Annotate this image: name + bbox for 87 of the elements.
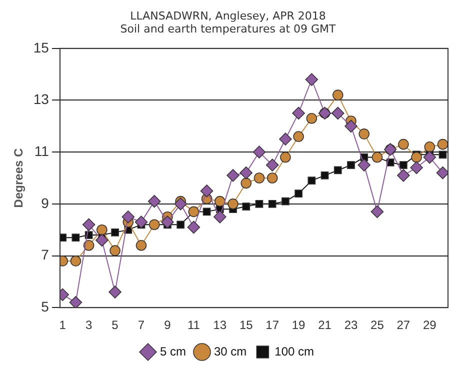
- point: [108, 286, 122, 298]
- point: [110, 245, 120, 256]
- point: [411, 152, 422, 163]
- point: [266, 158, 279, 172]
- point: [214, 210, 226, 224]
- point: [266, 172, 278, 184]
- point: [306, 112, 318, 124]
- legend-label: 30 cm: [214, 344, 247, 358]
- point: [438, 150, 447, 159]
- point: [436, 166, 448, 180]
- point: [398, 138, 409, 150]
- x-tick-label: 25: [370, 318, 384, 332]
- point: [320, 171, 329, 180]
- point: [148, 194, 161, 208]
- point: [293, 131, 304, 142]
- point: [334, 166, 342, 174]
- point: [292, 106, 305, 120]
- chart-title: LLANSADWRN, Anglesey, APR 2018: [130, 9, 326, 22]
- point: [134, 216, 148, 228]
- x-tick-label: 3: [85, 318, 92, 332]
- x-tick-label: 15: [239, 318, 254, 332]
- point: [410, 161, 423, 174]
- x-tick-label: 1: [59, 318, 66, 332]
- point: [358, 128, 370, 140]
- point: [187, 220, 200, 234]
- y-tick-label: 15: [33, 39, 50, 56]
- point: [82, 218, 96, 232]
- point: [399, 161, 408, 169]
- x-tick-label: 23: [344, 318, 358, 332]
- x-tick-label: 9: [164, 318, 172, 332]
- chart-subtitle: Soil and earth temperatures at 09 GMT: [120, 22, 336, 36]
- point: [122, 210, 135, 224]
- x-tick-label: 21: [318, 318, 332, 332]
- point: [111, 228, 119, 236]
- point: [423, 150, 436, 164]
- x-tick-label: 29: [422, 318, 437, 332]
- point: [70, 256, 82, 266]
- point: [370, 205, 384, 218]
- point: [294, 190, 302, 198]
- y-tick-label: 9: [41, 194, 50, 211]
- point: [242, 202, 250, 210]
- point: [240, 166, 253, 180]
- point: [347, 161, 355, 169]
- point: [279, 132, 292, 146]
- y-tick-label: 7: [41, 246, 50, 263]
- point: [72, 234, 80, 242]
- point: [282, 197, 290, 206]
- y-tick-label: 5: [41, 298, 50, 314]
- y-tick-label: 11: [34, 142, 50, 159]
- point: [252, 146, 266, 158]
- x-tick-label: 7: [138, 318, 145, 332]
- x-tick-label: 11: [187, 318, 200, 332]
- point: [268, 200, 276, 208]
- point: [228, 198, 238, 210]
- point: [332, 90, 344, 100]
- y-tick-label: 13: [33, 91, 50, 108]
- point: [344, 120, 358, 133]
- x-tick-label: 27: [396, 318, 410, 332]
- point: [280, 152, 291, 163]
- x-tick-label: 19: [292, 318, 306, 332]
- legend-label: 100 cm: [274, 344, 314, 358]
- point: [226, 169, 240, 182]
- point: [136, 240, 147, 251]
- legend-label: 5 cm: [160, 344, 186, 358]
- y-axis-title: Degrees C: [12, 148, 26, 208]
- x-tick-label: 13: [213, 318, 227, 332]
- point: [308, 176, 316, 185]
- point: [214, 196, 226, 207]
- point: [83, 240, 94, 251]
- point: [200, 184, 214, 198]
- point: [60, 234, 67, 242]
- point: [176, 220, 185, 229]
- point: [161, 216, 174, 228]
- point: [331, 106, 344, 120]
- point: [305, 73, 318, 86]
- point: [255, 200, 264, 208]
- point: [69, 296, 82, 308]
- point: [424, 141, 436, 152]
- point: [397, 169, 410, 182]
- x-tick-label: 17: [266, 318, 280, 332]
- point: [202, 208, 211, 216]
- point: [358, 158, 370, 172]
- point: [254, 172, 265, 184]
- point: [437, 138, 448, 150]
- point: [174, 198, 187, 210]
- point: [240, 178, 252, 189]
- x-tick-label: 5: [112, 318, 119, 332]
